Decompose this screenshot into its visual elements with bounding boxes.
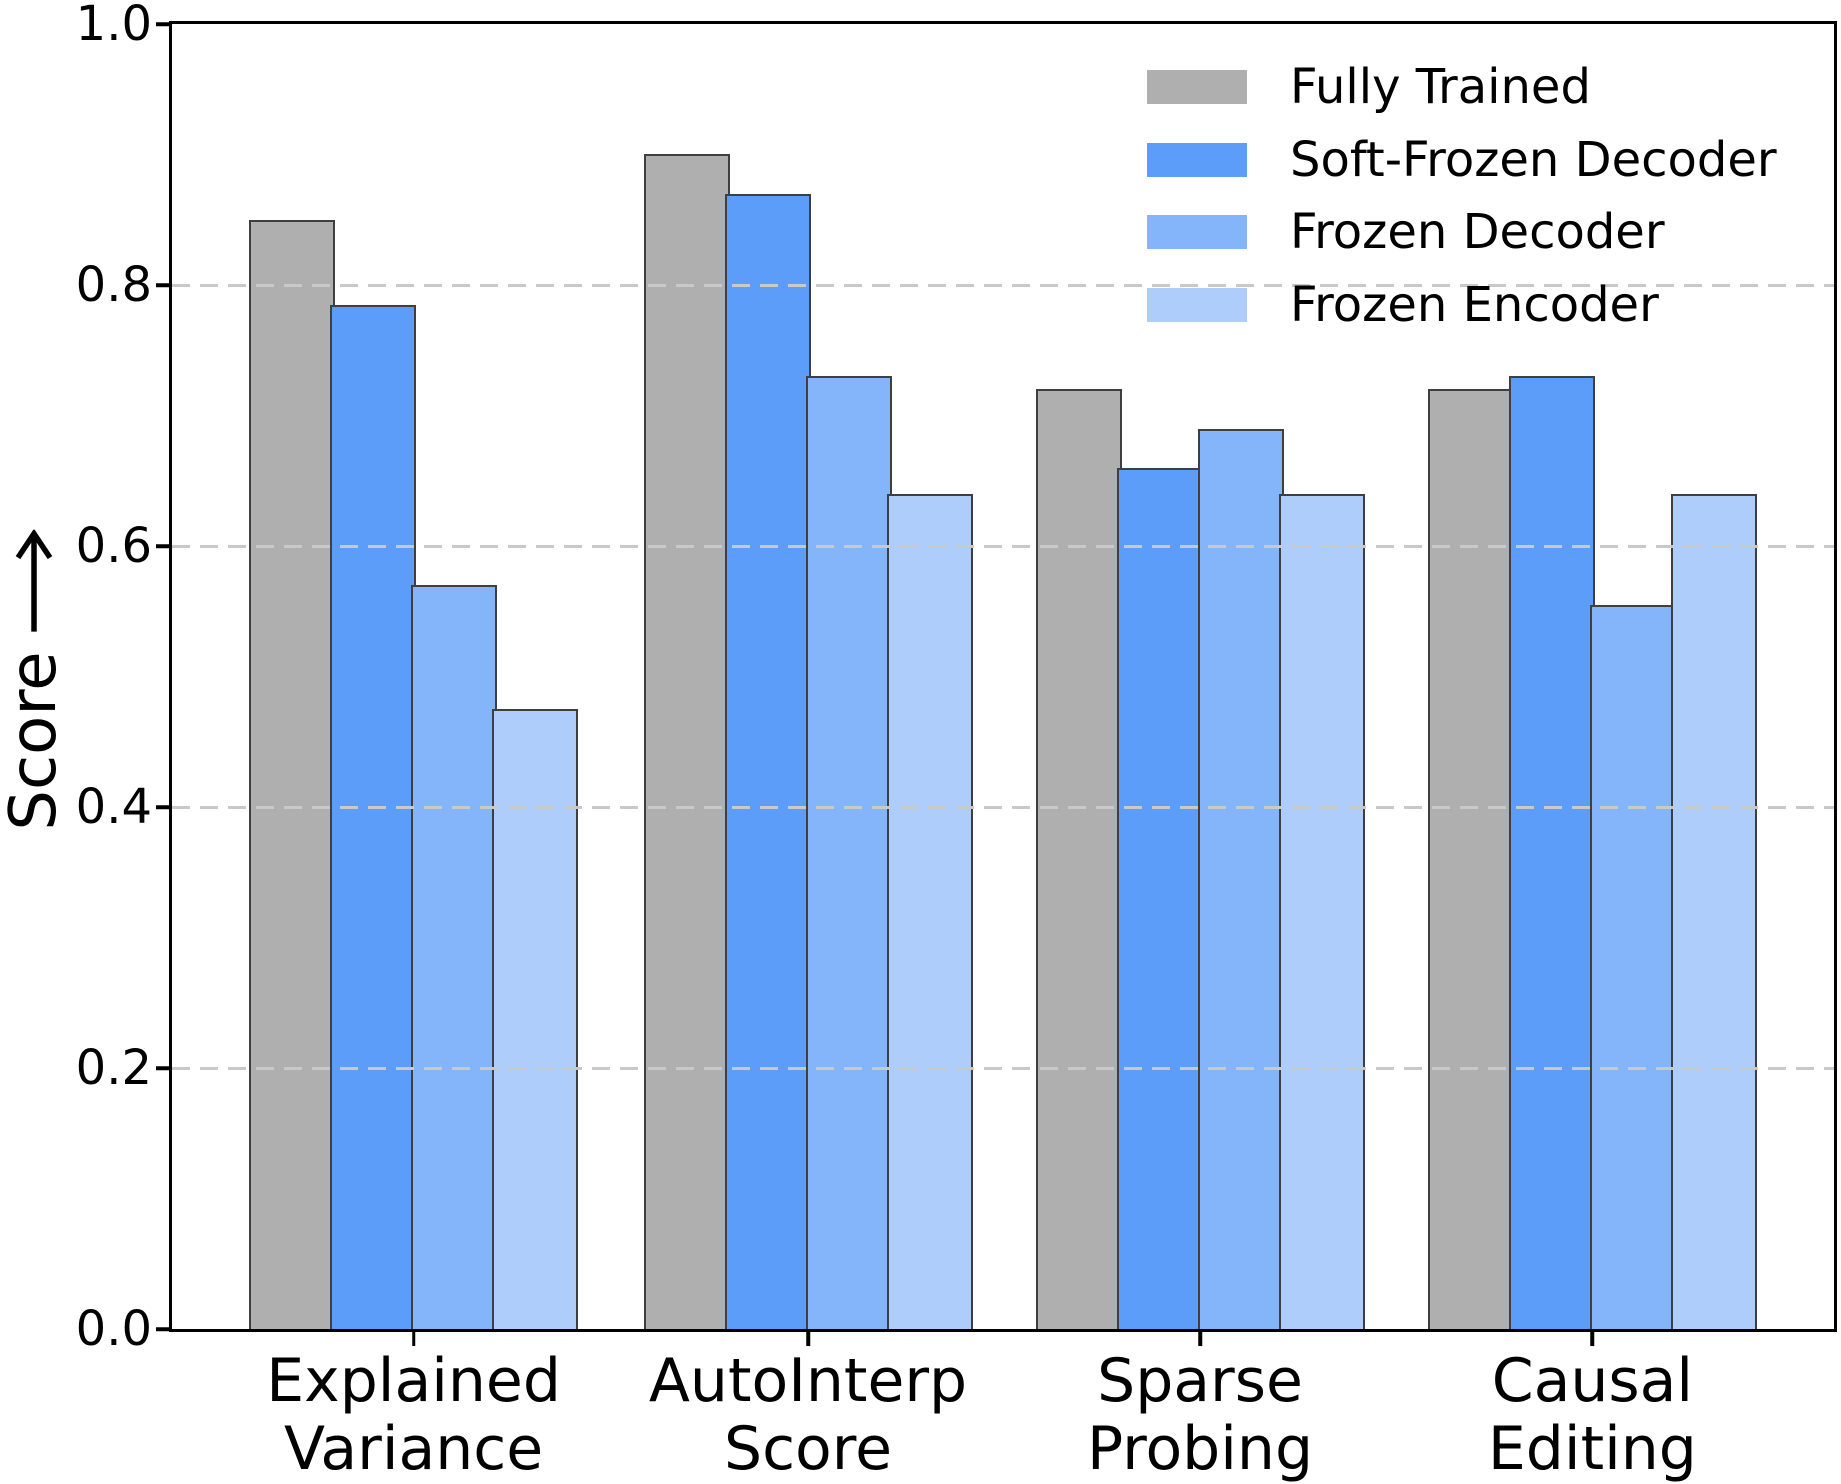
y-axis-label: Score xyxy=(0,529,71,831)
gridline-0.8 xyxy=(172,283,1834,287)
up-arrow-icon xyxy=(15,529,53,632)
legend-label: Frozen Decoder xyxy=(1290,204,1665,261)
bar-fully-trained-0 xyxy=(249,220,336,1329)
legend-item-frozen-decoder: Frozen Decoder xyxy=(1147,208,1665,256)
bar-fully-trained-2 xyxy=(1035,389,1122,1329)
bar-fully-trained-3 xyxy=(1427,389,1514,1329)
legend-item-frozen-encoder: Frozen Encoder xyxy=(1147,281,1659,329)
x-tick-mark xyxy=(1590,1332,1595,1346)
y-tick-label-0.4: 0.4 xyxy=(75,779,152,835)
y-tick-mark xyxy=(156,805,169,809)
bar-soft-frozen-decoder-3 xyxy=(1508,376,1595,1329)
legend-item-fully-trained: Fully Trained xyxy=(1147,63,1591,111)
y-tick-mark xyxy=(156,22,169,26)
y-tick-label-1.0: 1.0 xyxy=(75,0,152,52)
bar-fully-trained-1 xyxy=(643,154,730,1329)
bar-frozen-encoder-2 xyxy=(1278,494,1365,1329)
y-tick-label-0.0: 0.0 xyxy=(75,1301,152,1357)
x-category-label-autointerp: AutoInterp Score xyxy=(648,1346,968,1484)
y-tick-label-0.2: 0.2 xyxy=(75,1040,152,1096)
x-category-label-causal: Causal Editing xyxy=(1487,1346,1697,1484)
bar-frozen-encoder-1 xyxy=(886,494,973,1329)
y-tick-mark xyxy=(156,1066,169,1070)
legend-label: Fully Trained xyxy=(1290,59,1591,115)
bar-soft-frozen-decoder-2 xyxy=(1116,468,1203,1329)
legend-label: Soft-Frozen Decoder xyxy=(1290,131,1777,188)
bar-frozen-encoder-3 xyxy=(1670,494,1757,1329)
x-category-label-sparse: Sparse Probing xyxy=(1086,1346,1314,1484)
legend-swatch xyxy=(1147,142,1247,177)
x-tick-mark xyxy=(1198,1332,1202,1346)
bar-frozen-decoder-1 xyxy=(805,376,892,1329)
legend-swatch xyxy=(1147,70,1247,104)
legend-swatch xyxy=(1147,288,1247,323)
bar-frozen-decoder-3 xyxy=(1589,605,1676,1329)
bar-soft-frozen-decoder-0 xyxy=(330,305,417,1329)
bar-soft-frozen-decoder-1 xyxy=(724,194,811,1329)
y-tick-label-0.8: 0.8 xyxy=(75,257,152,313)
bar-frozen-decoder-2 xyxy=(1197,429,1284,1329)
legend-label: Frozen Encoder xyxy=(1290,277,1659,334)
y-tick-mark xyxy=(156,283,169,287)
plot-area: Fully Trained Soft-Frozen Decoder Frozen D… xyxy=(169,21,1837,1332)
bar-frozen-encoder-0 xyxy=(492,709,579,1329)
y-tick-mark xyxy=(156,544,169,548)
legend-item-soft-frozen-decoder: Soft-Frozen Decoder xyxy=(1147,136,1777,184)
bar-frozen-decoder-0 xyxy=(411,585,498,1329)
legend-swatch xyxy=(1147,215,1247,250)
y-tick-label-0.6: 0.6 xyxy=(75,518,152,574)
x-tick-mark xyxy=(806,1332,810,1346)
x-category-label-explained: Explained Variance xyxy=(266,1346,561,1484)
x-tick-mark xyxy=(411,1332,416,1346)
y-tick-mark xyxy=(156,1327,169,1331)
